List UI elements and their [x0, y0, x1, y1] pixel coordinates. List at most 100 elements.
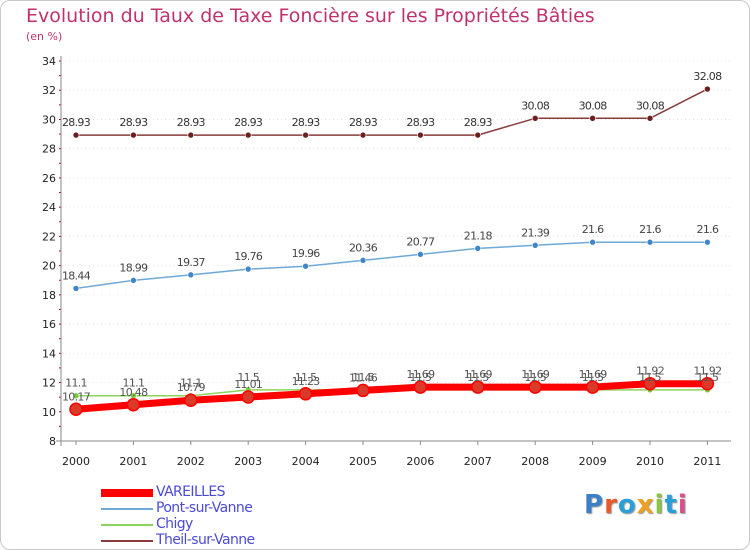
data-point-theil-sur-vanne [72, 131, 80, 139]
data-label-pont-sur-vanne: 20.36 [349, 241, 378, 254]
data-label-chigy: 11.5 [639, 371, 661, 384]
chart-title: Evolution du Taux de Taxe Foncière sur l… [26, 5, 595, 27]
data-label-chigy: 11.5 [295, 371, 317, 384]
chart-axes: 8 10 12 14 16 18 20 22 24 26 28 30 32 34 2000 2001 2002 2… [42, 55, 731, 468]
data-point-pont-sur-vanne [417, 251, 424, 258]
legend-label-pont-sur-vanne: Pont-sur-Vanne [156, 500, 253, 516]
x-tick-label: 2005 [349, 455, 377, 468]
data-point-vareilles [298, 387, 313, 401]
y-tick-label: 34 [42, 55, 56, 68]
data-label-vareilles: 11.69 [579, 368, 608, 381]
logo-letter: r [604, 490, 618, 520]
data-point-vareilles [528, 380, 542, 394]
data-label-theil-sur-vanne: 28.93 [119, 116, 148, 129]
data-point-chigy [72, 392, 80, 399]
data-point-vareilles [126, 398, 141, 412]
series-lines [69, 85, 715, 417]
data-point-pont-sur-vanne [130, 277, 137, 284]
logo-letter: o [617, 490, 637, 520]
y-tick-label: 14 [42, 347, 56, 360]
data-label-chigy: 11.5 [524, 371, 546, 384]
proxiti-logo: Proxiti [584, 490, 688, 520]
legend-swatch-vareilles [101, 489, 153, 497]
data-label-chigy: 11.1 [65, 377, 87, 390]
x-tick-label: 2008 [521, 455, 549, 468]
data-label-pont-sur-vanne: 21.6 [697, 223, 719, 236]
legend-label-chigy: Chigy [156, 516, 193, 532]
data-point-pont-sur-vanne [474, 245, 482, 252]
data-label-pont-sur-vanne: 21.6 [582, 223, 604, 236]
series-labels: 10.17 10.48 10.79 11.01 11.23 11.46 11.69 11.69… [62, 70, 723, 403]
y-tick-label: 24 [42, 201, 56, 214]
y-tick-label: 16 [42, 318, 56, 331]
y-tick-label: 32 [42, 84, 56, 97]
data-label-vareilles: 11.01 [234, 378, 262, 391]
legend-swatch-chigy [101, 524, 153, 526]
x-tick-label: 2004 [292, 455, 320, 468]
x-tick-label: 2001 [119, 455, 147, 468]
x-tick-label: 2003 [234, 455, 262, 468]
data-label-chigy: 11.5 [352, 371, 374, 384]
data-label-chigy: 11.1 [180, 377, 202, 390]
data-label-vareilles: 11.69 [406, 368, 435, 381]
data-point-theil-sur-vanne [359, 131, 367, 139]
data-point-vareilles [184, 393, 198, 407]
data-label-vareilles: 11.69 [464, 368, 493, 381]
y-tick-label: 30 [42, 113, 56, 126]
data-point-vareilles [585, 380, 600, 394]
data-point-pont-sur-vanne [359, 257, 367, 264]
x-tick-label: 2007 [464, 455, 492, 468]
data-label-chigy: 11.5 [582, 371, 604, 384]
y-tick-label: 28 [42, 143, 56, 156]
logo-letter: x [636, 490, 655, 520]
data-label-vareilles: 10.48 [119, 386, 148, 399]
data-point-vareilles [69, 402, 83, 417]
data-point-vareilles [241, 390, 255, 404]
legend-swatch-theil-sur-vanne [101, 540, 153, 542]
data-label-chigy: 11.5 [697, 371, 719, 384]
data-label-pont-sur-vanne: 21.39 [521, 226, 550, 239]
data-point-theil-sur-vanne [704, 85, 711, 93]
data-point-theil-sur-vanne [130, 131, 137, 139]
logo-letter: P [584, 490, 605, 520]
data-point-vareilles [356, 383, 370, 398]
data-label-chigy: 11.1 [123, 377, 145, 390]
series-line-vareilles [72, 380, 711, 413]
data-label-vareilles: 11.23 [292, 375, 321, 388]
y-tick-label: 22 [42, 230, 56, 243]
data-label-theil-sur-vanne: 30.08 [636, 99, 665, 112]
legend-label-vareilles: VAREILLES [156, 484, 226, 500]
data-label-theil-sur-vanne: 30.08 [579, 99, 608, 112]
x-tick-label: 2010 [636, 455, 664, 468]
data-label-vareilles: 10.79 [177, 381, 206, 394]
legend-swatch-pont-sur-vanne [101, 508, 153, 510]
data-point-vareilles [413, 380, 428, 394]
data-point-pont-sur-vanne [531, 242, 539, 249]
data-label-vareilles: 11.46 [349, 371, 378, 384]
data-label-vareilles: 11.92 [636, 365, 664, 378]
data-point-theil-sur-vanne [589, 114, 596, 122]
data-point-theil-sur-vanne [474, 131, 482, 139]
y-tick-label: 20 [42, 260, 56, 273]
data-point-vareilles [643, 376, 657, 391]
data-label-theil-sur-vanne: 28.93 [349, 116, 378, 129]
x-tick-label: 2002 [177, 455, 205, 468]
y-tick-label: 10 [42, 406, 56, 419]
data-point-theil-sur-vanne [531, 114, 539, 122]
data-label-pont-sur-vanne: 21.6 [639, 223, 661, 236]
series-line-pont-sur-vanne [75, 241, 709, 290]
y-tick-label: 12 [42, 377, 56, 390]
data-point-theil-sur-vanne [187, 131, 195, 139]
data-point-pont-sur-vanne [302, 262, 309, 270]
logo-letter: i [654, 490, 665, 520]
data-point-theil-sur-vanne [302, 131, 309, 139]
data-label-theil-sur-vanne: 32.08 [693, 70, 722, 83]
x-tick-label: 2006 [406, 455, 434, 468]
x-tick-label: 2011 [693, 455, 721, 468]
data-label-pont-sur-vanne: 19.37 [177, 256, 206, 269]
data-label-pont-sur-vanne: 20.77 [406, 235, 435, 248]
data-label-theil-sur-vanne: 28.93 [292, 116, 321, 129]
data-point-theil-sur-vanne [244, 131, 252, 139]
data-label-pont-sur-vanne: 19.76 [234, 250, 263, 263]
